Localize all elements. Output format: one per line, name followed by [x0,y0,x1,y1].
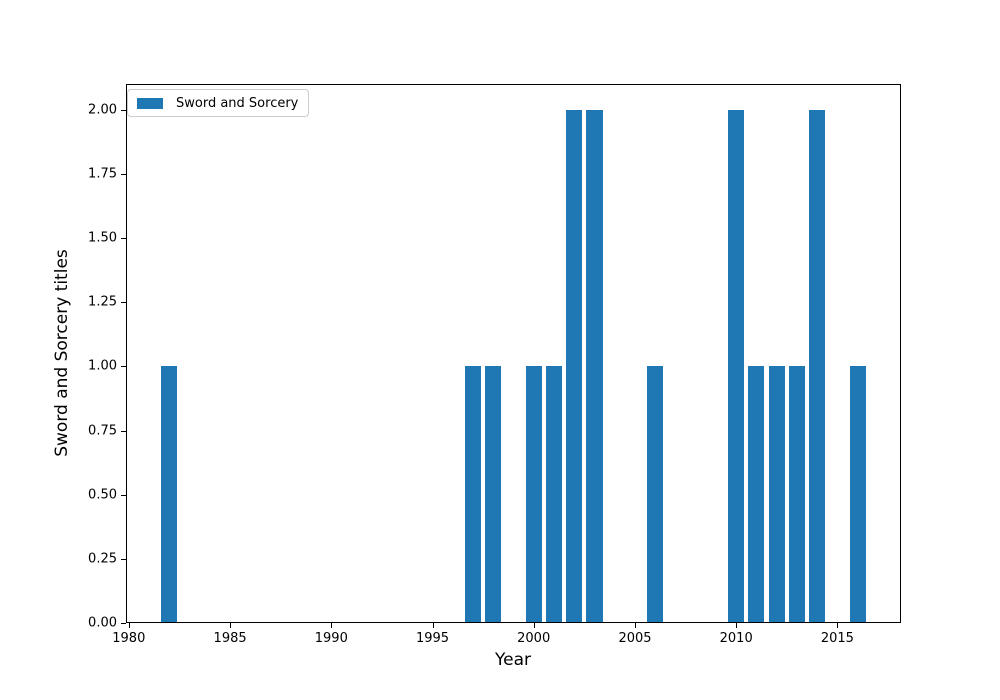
y-tick-label-1: 1.00 [88,358,117,374]
y-tick-label-0: 0.00 [88,615,117,631]
x-tick-1985 [230,623,232,628]
bar-2002 [566,109,583,623]
y-tick-0.5 [121,494,126,496]
x-tick-label-2005: 2005 [618,631,652,646]
y-axis-label: Sword and Sorcery titles [52,249,72,457]
y-tick-label-0.5: 0.50 [88,487,117,503]
y-tick-1.25 [121,302,126,304]
bar-2003 [586,109,603,623]
bar-2014 [809,109,826,623]
y-tick-label-0.75: 0.75 [88,423,117,438]
x-tick-2000 [533,623,535,628]
y-tick-0.75 [121,430,126,432]
x-tick-1995 [432,623,434,628]
y-tick-1 [121,366,126,368]
legend: Sword and Sorcery [127,89,310,117]
x-axis-label: Year [495,650,531,670]
x-tick-2005 [635,623,636,628]
bar-2016 [849,366,866,623]
legend-swatch-icon [137,97,163,109]
x-tick-1990 [331,623,333,628]
bar-2011 [748,366,765,623]
x-tick-2010 [736,623,738,628]
y-tick-label-0.25: 0.25 [88,551,117,567]
y-tick-0 [121,623,126,624]
bar-1982 [161,366,178,623]
legend-label: Sword and Sorcery [176,95,299,111]
bar-2000 [525,366,542,623]
bar-2006 [647,366,664,623]
x-tick-1980 [128,623,130,628]
y-tick-1.75 [121,173,126,175]
y-tick-label-1.25: 1.25 [88,294,117,310]
bar-2013 [788,366,805,623]
y-tick-2 [121,109,126,111]
x-tick-2015 [837,623,839,628]
y-tick-1.5 [121,238,126,239]
bar-2012 [768,366,785,623]
x-tick-label-1995: 1995 [415,631,450,646]
x-tick-label-2015: 2015 [820,631,854,646]
bar-1997 [464,366,482,623]
y-tick-label-1.75: 1.75 [88,166,117,182]
bar-2010 [728,109,745,623]
x-tick-label-1985: 1985 [213,631,247,646]
y-tick-label-1.5: 1.50 [88,230,117,246]
y-tick-0.25 [121,558,126,560]
x-tick-label-2010: 2010 [719,631,753,646]
y-tick-label-2: 2.00 [88,102,117,118]
x-tick-label-1980: 1980 [112,631,146,646]
x-tick-label-1990: 1990 [314,631,348,646]
bar-2001 [545,366,563,623]
bar-1998 [485,366,502,623]
x-tick-label-2000: 2000 [517,631,551,646]
